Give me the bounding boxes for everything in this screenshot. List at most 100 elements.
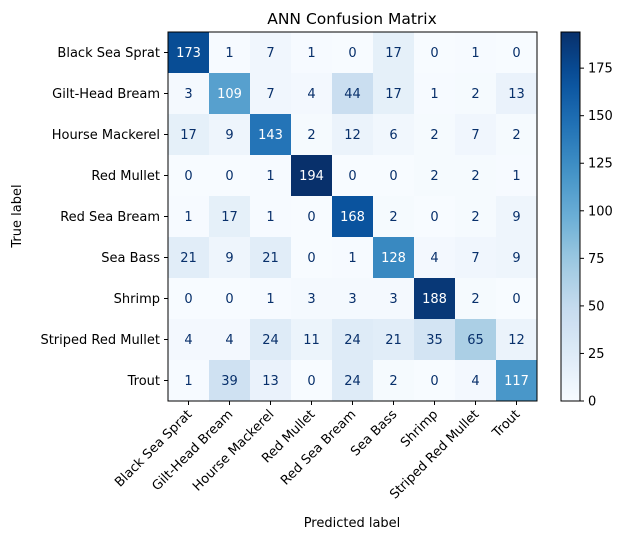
heatmap-cell-value: 9 — [225, 128, 233, 143]
heatmap-cell-value: 143 — [258, 128, 283, 143]
colorbar-tick-label: 75 — [588, 252, 605, 267]
y-tick-label: Trout — [127, 374, 160, 389]
heatmap-cell — [373, 319, 415, 361]
heatmap-cell — [209, 237, 251, 279]
heatmap-cell-value: 1 — [348, 251, 356, 266]
heatmap-cell — [250, 319, 292, 361]
heatmap-cell — [373, 196, 415, 238]
heatmap-cell-value: 6 — [389, 128, 397, 143]
heatmap-cell-value: 1 — [266, 210, 274, 225]
heatmap-cell — [291, 32, 333, 74]
heatmap-cell-value: 0 — [184, 292, 192, 307]
heatmap-cell-value: 4 — [184, 333, 192, 348]
heatmap-cell-value: 173 — [176, 46, 201, 61]
heatmap-cell — [373, 237, 415, 279]
heatmap-cell-value: 9 — [512, 251, 520, 266]
heatmap-cell-value: 24 — [262, 333, 279, 348]
heatmap-cell — [496, 32, 538, 74]
heatmap-cell-value: 1 — [471, 46, 479, 61]
heatmap-cell-value: 2 — [430, 169, 438, 184]
heatmap-cell — [414, 32, 456, 74]
heatmap-cell-value: 194 — [299, 169, 324, 184]
heatmap-cell-value: 7 — [266, 87, 274, 102]
heatmap-cell-value: 2 — [471, 292, 479, 307]
heatmap-cell-value: 2 — [389, 374, 397, 389]
heatmap-cell — [414, 278, 456, 320]
colorbar-tick-label: 175 — [588, 62, 613, 77]
heatmap-cell-value: 11 — [303, 333, 320, 348]
heatmap-cell-value: 0 — [512, 46, 520, 61]
colorbar-tick-label: 50 — [588, 299, 605, 314]
heatmap-cell — [414, 73, 456, 115]
y-tick-label: Red Mullet — [91, 169, 160, 184]
heatmap-cell — [496, 155, 538, 197]
heatmap-cell-value: 13 — [508, 87, 525, 102]
heatmap-cell-value: 21 — [262, 251, 279, 266]
heatmap-cell — [373, 114, 415, 156]
heatmap-cell — [250, 155, 292, 197]
heatmap-cell-value: 117 — [504, 374, 529, 389]
heatmap-cell-value: 0 — [307, 251, 315, 266]
colorbar-ticks: 0 25 50 75 100 125 150 175 — [580, 62, 613, 410]
heatmap-cell-value: 0 — [430, 210, 438, 225]
heatmap-cell-value: 0 — [389, 169, 397, 184]
heatmap-cell — [168, 237, 210, 279]
x-tick-label: Red Sea Bream — [278, 407, 359, 488]
heatmap-cell — [455, 237, 497, 279]
heatmap-cells — [168, 32, 538, 402]
y-tick-label: Sea Bass — [101, 251, 160, 266]
heatmap-cell-value: 0 — [348, 169, 356, 184]
heatmap-cell-value: 44 — [344, 87, 361, 102]
heatmap-cell — [291, 360, 333, 402]
heatmap-cell-value: 17 — [385, 87, 402, 102]
heatmap-cell — [291, 114, 333, 156]
heatmap-cell-value: 9 — [225, 251, 233, 266]
heatmap-cell-value: 2 — [512, 128, 520, 143]
heatmap-cell-value: 12 — [508, 333, 525, 348]
heatmap-cell-value: 1 — [225, 46, 233, 61]
heatmap-cell — [332, 360, 374, 402]
heatmap-cell-value: 1 — [430, 87, 438, 102]
heatmap-cell-value: 2 — [471, 210, 479, 225]
y-tick-label: Hourse Mackerel — [52, 128, 160, 143]
heatmap-cell-value: 7 — [471, 251, 479, 266]
heatmap-cell — [332, 278, 374, 320]
heatmap-cell — [455, 73, 497, 115]
heatmap-cell — [209, 196, 251, 238]
heatmap-cell-value: 17 — [180, 128, 197, 143]
heatmap-cell-value: 24 — [344, 374, 361, 389]
chart-title: ANN Confusion Matrix — [267, 10, 437, 28]
heatmap-cell — [455, 360, 497, 402]
heatmap-cell-value: 1 — [307, 46, 315, 61]
heatmap-cell — [496, 278, 538, 320]
heatmap-cell — [414, 360, 456, 402]
heatmap-cell — [250, 278, 292, 320]
heatmap-cell-value: 2 — [389, 210, 397, 225]
heatmap-cell-value: 0 — [348, 46, 356, 61]
heatmap-cell — [250, 237, 292, 279]
heatmap-cell — [291, 278, 333, 320]
heatmap-cell — [168, 319, 210, 361]
heatmap-cell — [291, 196, 333, 238]
heatmap-cell-value: 128 — [381, 251, 406, 266]
colorbar-tick-label: 125 — [588, 157, 613, 172]
heatmap-cell-value: 188 — [422, 292, 447, 307]
x-tick-label: Trout — [489, 407, 523, 441]
heatmap-cell-value: 2 — [471, 169, 479, 184]
heatmap-cell — [250, 32, 292, 74]
heatmap-cell — [332, 114, 374, 156]
heatmap-cell-value: 4 — [307, 87, 315, 102]
heatmap-cell — [373, 155, 415, 197]
y-axis-ticks: Black Sea Sprat Gilt-Head Bream Hourse Mac… — [40, 46, 168, 389]
y-tick-label: Striped Red Mullet — [40, 333, 160, 348]
heatmap-cell-value: 0 — [430, 374, 438, 389]
heatmap-cell-value: 3 — [389, 292, 397, 307]
heatmap-cell — [373, 73, 415, 115]
heatmap-cell — [209, 360, 251, 402]
heatmap-cell — [373, 360, 415, 402]
heatmap-cell-value: 1 — [184, 210, 192, 225]
heatmap-cell-value: 2 — [430, 128, 438, 143]
heatmap-cell-value: 12 — [344, 128, 361, 143]
heatmap-cell — [496, 237, 538, 279]
